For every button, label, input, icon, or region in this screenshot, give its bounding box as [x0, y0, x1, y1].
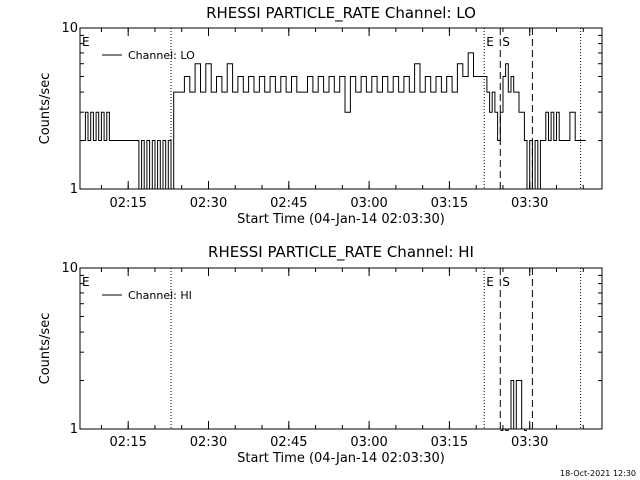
x-tick-label: 02:30 [190, 196, 227, 211]
legend-entry: Channel: HI [128, 289, 192, 302]
x-axis-label: Start Time (04-Jan-14 02:03:30) [237, 212, 445, 227]
event-marker-label: S [502, 35, 510, 49]
chart-title: RHESSI PARTICLE_RATE Channel: HI [208, 243, 474, 262]
chart-panel-lo: RHESSI PARTICLE_RATE Channel: LO 1 10 02:15… [38, 4, 548, 227]
y-tick-label: 10 [61, 21, 78, 36]
event-marker-label: S [502, 275, 510, 289]
x-tick-label: 02:45 [270, 435, 307, 450]
y-axis-label: Counts/sec [38, 73, 53, 145]
event-marker-label: E [82, 275, 90, 289]
y-tick-label: 10 [61, 261, 78, 276]
x-tick-label: 03:15 [431, 435, 468, 450]
x-tick-label: 02:45 [270, 196, 307, 211]
event-marker-label: E [486, 35, 494, 49]
x-tick-label: 03:30 [511, 196, 548, 211]
plot-timestamp: 18-Oct-2021 12:30 [560, 469, 636, 478]
chart-panel-hi: RHESSI PARTICLE_RATE Channel: HI 1 10 02:15… [38, 243, 548, 466]
plot-frame [79, 267, 603, 430]
plot-frame [79, 27, 603, 190]
x-tick-label: 03:30 [511, 435, 548, 450]
x-tick-label: 02:15 [109, 196, 146, 211]
legend-entry: Channel: LO [128, 49, 195, 62]
event-marker-label: E [82, 35, 90, 49]
x-tick-label: 03:00 [350, 435, 387, 450]
chart-title: RHESSI PARTICLE_RATE Channel: LO [206, 4, 476, 23]
x-tick-label: 02:30 [190, 435, 227, 450]
y-axis-label: Counts/sec [38, 313, 53, 385]
series-line-hi [500, 380, 527, 431]
x-tick-label: 03:00 [350, 196, 387, 211]
event-marker-label: E [486, 275, 494, 289]
x-tick-label: 03:15 [431, 196, 468, 211]
x-tick-label: 02:15 [109, 435, 146, 450]
y-tick-label: 1 [70, 182, 78, 197]
x-axis-label: Start Time (04-Jan-14 02:03:30) [237, 451, 445, 466]
y-tick-label: 1 [70, 422, 78, 437]
series-line-lo [80, 52, 586, 190]
